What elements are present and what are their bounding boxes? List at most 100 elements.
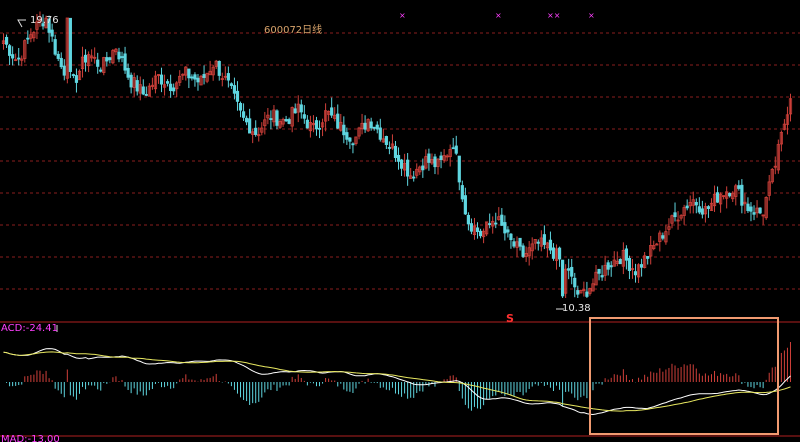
- candle-body: [68, 17, 72, 72]
- candle-body: [545, 242, 550, 249]
- candle-body: [217, 60, 221, 76]
- candle-body: [749, 206, 753, 212]
- candle-body: [14, 59, 18, 62]
- candle-body: [381, 138, 385, 143]
- candle-body: [20, 58, 24, 61]
- candle-body: [643, 255, 647, 268]
- candle-body: [29, 34, 33, 39]
- candle-body: [658, 232, 662, 243]
- highlight-box: [589, 317, 779, 435]
- candle-body: [372, 126, 376, 129]
- candle-body: [639, 264, 644, 268]
- candle-body: [269, 118, 273, 120]
- candle-body: [302, 114, 306, 119]
- candle-body: [564, 268, 568, 294]
- candle-body: [460, 185, 464, 200]
- candle-body: [597, 268, 601, 274]
- candle-body: [342, 124, 346, 136]
- candle-body: [761, 214, 765, 217]
- candle-body: [743, 201, 747, 205]
- candle-body: [767, 181, 771, 196]
- candle-body: [275, 110, 279, 126]
- candle-body: [260, 127, 264, 133]
- acd-line: [3, 348, 791, 416]
- mad-line: [3, 351, 791, 412]
- candle-body: [548, 239, 553, 251]
- candle-body: [758, 207, 762, 214]
- candle-body: [169, 83, 173, 92]
- candle-body: [570, 266, 574, 277]
- candle-body: [278, 121, 282, 128]
- candle-body: [588, 288, 592, 294]
- candle-body: [646, 256, 650, 259]
- candle-body: [661, 235, 665, 239]
- candle-body: [86, 54, 91, 67]
- candle-body: [551, 247, 556, 259]
- candle-body: [649, 245, 653, 257]
- candle-body: [323, 110, 328, 122]
- candle-body: [333, 114, 337, 119]
- candle-body: [132, 77, 136, 88]
- candle-body: [594, 271, 598, 286]
- candle-body: [384, 136, 388, 145]
- candle-body: [436, 158, 440, 167]
- candle-body: [129, 74, 133, 88]
- candle-body: [445, 155, 449, 158]
- candle-body: [412, 176, 416, 179]
- candle-body: [488, 223, 492, 225]
- candle-body: [746, 203, 750, 211]
- candle-body: [503, 222, 507, 234]
- high-pointer: [17, 19, 26, 28]
- candle-body: [272, 109, 276, 123]
- candle-body: [375, 124, 379, 130]
- candle-body: [655, 243, 659, 246]
- signal-mark: ×: [399, 11, 406, 20]
- candle-body: [469, 223, 474, 232]
- candle-body: [254, 127, 258, 135]
- candle-body: [330, 107, 334, 116]
- candle-body: [527, 247, 531, 257]
- candle-body: [108, 57, 112, 61]
- candle-body: [779, 132, 783, 145]
- candle-body: [560, 259, 565, 297]
- candle-body: [123, 53, 127, 71]
- candle-body: [612, 259, 616, 267]
- candle-body: [393, 145, 398, 159]
- candle-body: [320, 122, 325, 128]
- candle-body: [402, 163, 407, 171]
- candle-body: [308, 122, 313, 132]
- candle-body: [627, 257, 632, 272]
- candle-body: [573, 277, 577, 288]
- candle-body: [424, 156, 428, 169]
- sell-signal-marker: S: [506, 312, 514, 325]
- candle-body: [299, 104, 303, 113]
- candle-body: [111, 50, 115, 64]
- candle-body: [539, 237, 543, 247]
- candle-body: [35, 21, 39, 30]
- candle-body: [220, 78, 224, 80]
- candle-body: [478, 230, 483, 237]
- candle-body: [281, 118, 285, 125]
- candle-body: [524, 252, 528, 258]
- acd-indicator-label: ACD:-24.41: [1, 323, 58, 334]
- candle-body: [284, 119, 288, 122]
- candle-body: [99, 69, 103, 72]
- candle-body: [71, 74, 76, 76]
- candle-body: [196, 77, 200, 83]
- candle-body: [120, 56, 124, 58]
- candle-body: [74, 75, 79, 83]
- candle-body: [38, 20, 42, 23]
- candle-body: [305, 119, 309, 129]
- candle-body: [731, 192, 735, 200]
- candle-body: [472, 225, 477, 236]
- candle-body: [56, 53, 60, 59]
- candle-body: [466, 214, 471, 225]
- candle-body: [156, 74, 161, 77]
- candle-body: [387, 147, 392, 149]
- candle-body: [694, 202, 698, 206]
- candle-body: [682, 207, 686, 216]
- candle-body: [184, 66, 188, 76]
- candle-body: [50, 29, 54, 37]
- candle-body: [463, 195, 467, 215]
